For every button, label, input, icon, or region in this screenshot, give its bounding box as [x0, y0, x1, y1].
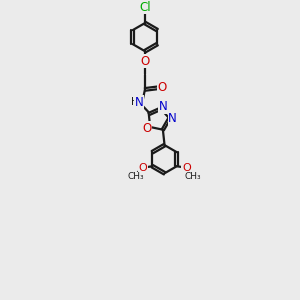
Text: N: N [168, 112, 177, 125]
Text: O: O [138, 163, 147, 173]
Text: Cl: Cl [139, 1, 151, 14]
Text: CH₃: CH₃ [184, 172, 201, 181]
Text: H: H [131, 97, 139, 107]
Text: CH₃: CH₃ [128, 172, 145, 181]
Text: O: O [142, 122, 152, 135]
Text: O: O [158, 81, 167, 94]
Text: N: N [135, 96, 143, 109]
Text: O: O [140, 55, 150, 68]
Text: O: O [182, 163, 191, 173]
Text: N: N [159, 100, 168, 113]
